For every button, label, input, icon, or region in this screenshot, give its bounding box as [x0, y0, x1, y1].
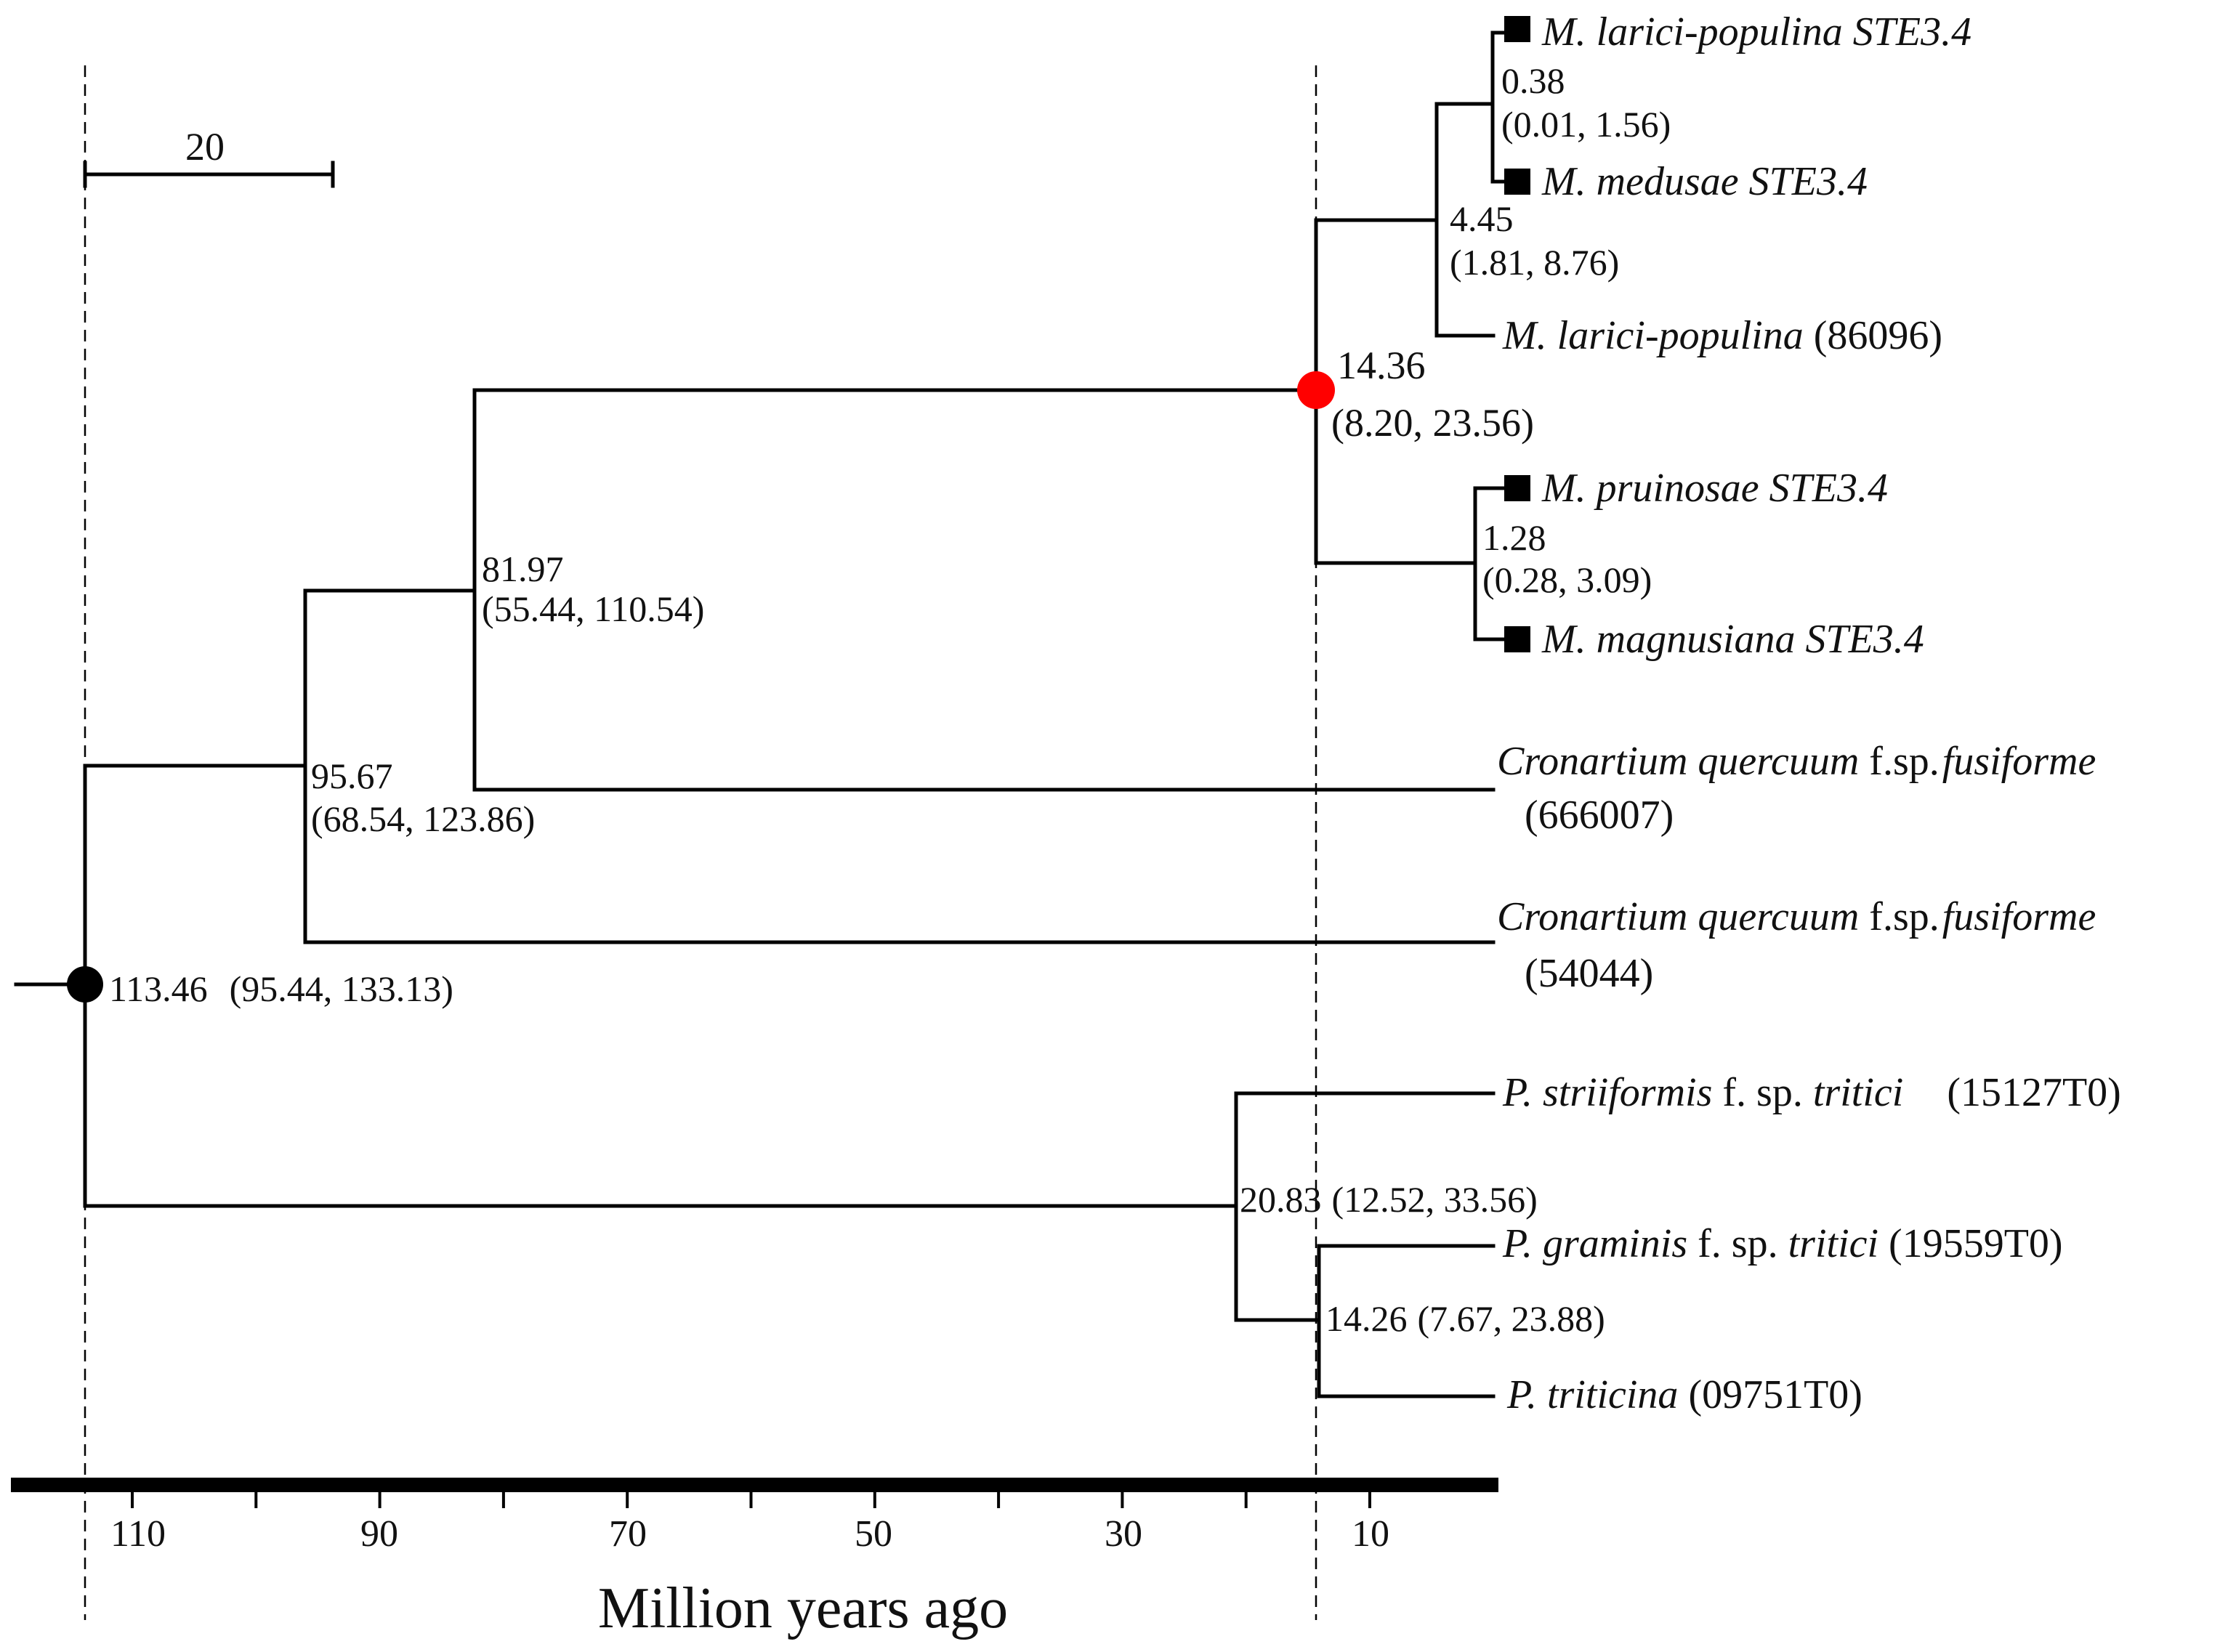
scale-bar-label: 20	[185, 125, 225, 169]
node-ci-81: (55.44, 110.54)	[482, 588, 704, 629]
axis-tick-label: 70	[609, 1513, 647, 1555]
node-ci-1-28: (0.28, 3.09)	[1482, 559, 1652, 600]
taxon-label: M. larici-populina (86096)	[1502, 313, 1942, 358]
taxon-labels: M. larici-populina STE3.4 M. medusae STE…	[1497, 9, 2121, 1417]
node-ci-14-36: (8.20, 23.56)	[1331, 401, 1534, 445]
node-labels: 113.46 (95.44, 133.13) 95.67 (68.54, 123.…	[109, 60, 1671, 1339]
taxon-id: (666007)	[1525, 793, 1674, 838]
taxon-id: (54044)	[1525, 951, 1653, 996]
calibration-node-marker	[1297, 371, 1335, 409]
scale-bar: 20	[83, 125, 335, 188]
taxon-label: P. triticina (09751T0)	[1506, 1372, 1862, 1417]
axis-title: Million years ago	[598, 1576, 1008, 1640]
square-marker	[1504, 169, 1530, 195]
node-age-20-83: 20.83 (12.52, 33.56)	[1240, 1179, 1538, 1220]
taxon-label: Cronartium quercuum f.sp.fusiforme	[1497, 739, 2096, 784]
taxon-label: M. magnusiana STE3.4	[1541, 617, 1924, 662]
square-marker	[1504, 16, 1530, 42]
axis-tick-label: 50	[855, 1513, 892, 1555]
square-marker	[1504, 626, 1530, 652]
node-age-4-45: 4.45	[1450, 198, 1514, 239]
node-age-14-36: 14.36	[1337, 344, 1426, 387]
axis-tick-label: 110	[110, 1513, 166, 1555]
node-age-95: 95.67	[311, 756, 393, 796]
axis-tick-label: 30	[1105, 1513, 1142, 1555]
taxon-label: M. pruinosae STE3.4	[1541, 466, 1888, 511]
square-marker	[1504, 475, 1530, 501]
taxon-label: P. striiformis f. sp. tritici (15127T0)	[1502, 1070, 2121, 1115]
taxon-label: Cronartium quercuum f.sp.fusiforme	[1497, 894, 2096, 939]
taxon-label: M. larici-populina STE3.4	[1541, 9, 1971, 54]
node-ci-4-45: (1.81, 8.76)	[1450, 242, 1619, 283]
node-age-81: 81.97	[482, 548, 564, 589]
taxon-label: M. medusae STE3.4	[1541, 159, 1868, 204]
axis-tick-label: 90	[360, 1513, 398, 1555]
taxon-label: P. graminis f. sp. tritici (19559T0)	[1502, 1221, 2063, 1266]
node-age-1-28: 1.28	[1482, 517, 1546, 558]
node-age-root: 113.46 (95.44, 133.13)	[109, 968, 453, 1009]
time-axis: 110 90 70 50 30 10 Million years ago	[11, 1478, 1498, 1640]
root-node-marker	[67, 966, 103, 1003]
axis-tick-label: 10	[1352, 1513, 1389, 1555]
node-ci-95: (68.54, 123.86)	[311, 798, 535, 839]
node-age-0-38: 0.38	[1501, 60, 1565, 101]
node-age-14-26: 14.26 (7.67, 23.88)	[1325, 1298, 1605, 1339]
node-ci-0-38: (0.01, 1.56)	[1501, 104, 1671, 145]
axis-bar	[11, 1478, 1498, 1492]
